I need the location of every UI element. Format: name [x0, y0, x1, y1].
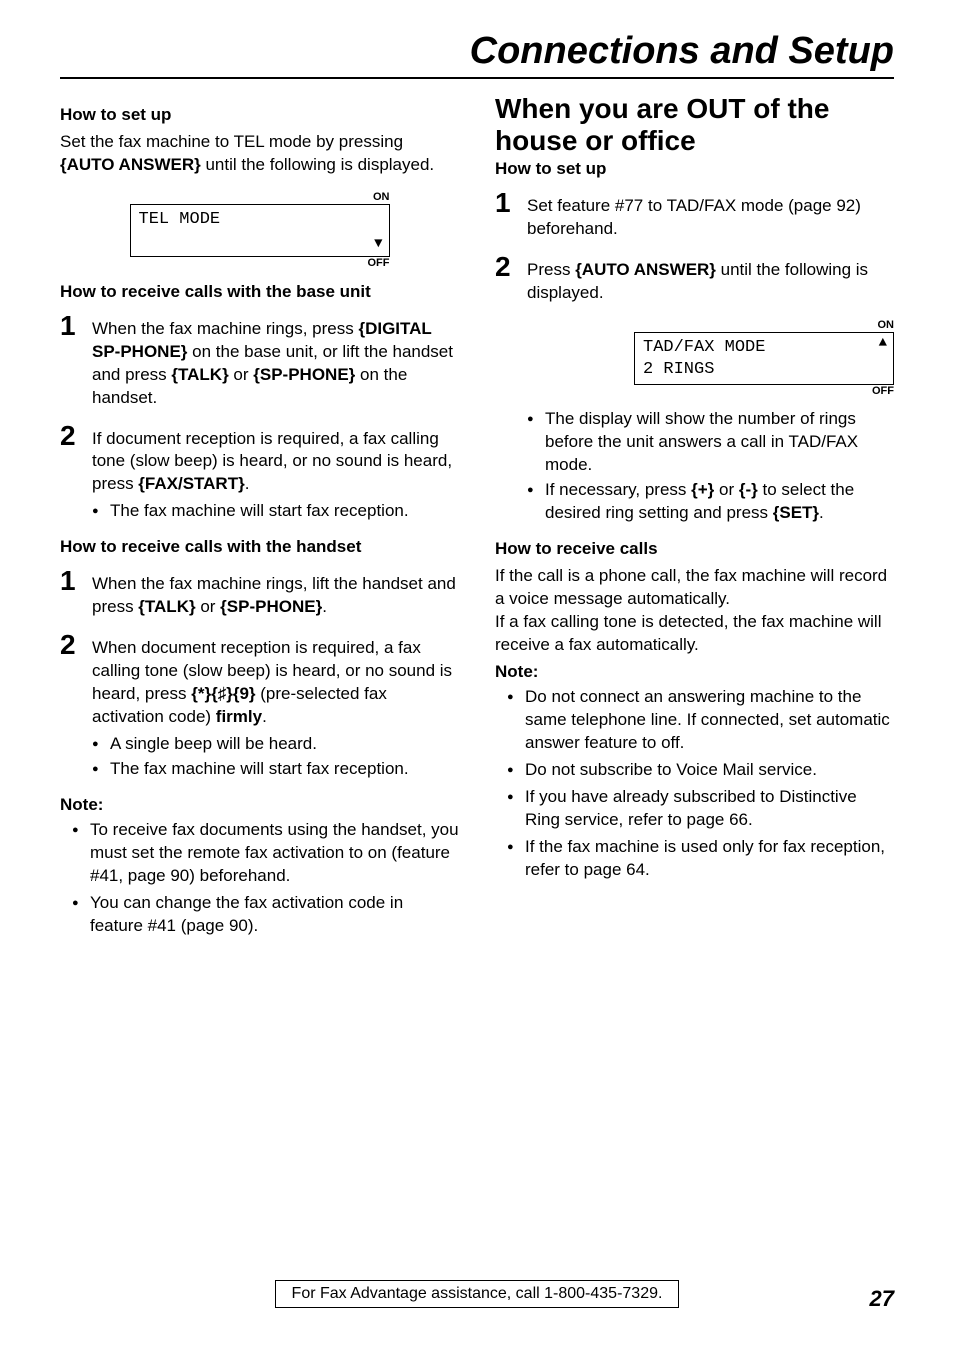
note-label: Note:	[495, 662, 894, 682]
bullet-item: The fax machine will start fax reception…	[92, 500, 459, 523]
step-content: When the fax machine rings, press {DIGIT…	[92, 312, 459, 410]
step-content: When document reception is required, a f…	[92, 631, 459, 783]
right-notes: Do not connect an answering machine to t…	[495, 686, 894, 882]
heading-receive-handset: How to receive calls with the handset	[60, 537, 459, 557]
note-label: Note:	[60, 795, 459, 815]
lcd-display-tadfax: ON TAD/FAX MODE ▲ 2 RINGS OFF	[634, 319, 894, 398]
section-title: When you are OUT of the house or office	[495, 93, 894, 157]
label-on: ON	[634, 319, 894, 332]
lcd-line2: 2 RINGS	[643, 360, 714, 379]
step-number: 2	[60, 422, 92, 450]
step-number: 1	[495, 189, 527, 217]
step-number: 2	[495, 253, 527, 281]
note-item: Do not subscribe to Voice Mail service.	[507, 759, 894, 782]
setup-text-left: Set the fax machine to TEL mode by press…	[60, 131, 459, 177]
label-off: OFF	[130, 257, 390, 270]
heading-how-to-set-up-right: How to set up	[495, 159, 894, 179]
step-content: Press {AUTO ANSWER} until the following …	[527, 253, 894, 526]
page-number: 27	[870, 1286, 894, 1312]
left-notes: To receive fax documents using the hands…	[60, 819, 459, 938]
receive-calls-text: If the call is a phone call, the fax mac…	[495, 565, 894, 657]
base-steps: 1 When the fax machine rings, press {DIG…	[60, 312, 459, 526]
heading-receive-base: How to receive calls with the base unit	[60, 282, 459, 302]
step-content: When the fax machine rings, lift the han…	[92, 567, 459, 619]
lcd-screen: TEL MODE ▼	[130, 204, 390, 257]
lcd-screen: TAD/FAX MODE ▲ 2 RINGS	[634, 332, 894, 385]
lcd-line1: TAD/FAX MODE	[643, 338, 765, 357]
lcd-display-tel: ON TEL MODE ▼ OFF	[130, 191, 390, 270]
step-number: 1	[60, 567, 92, 595]
handset-steps: 1 When the fax machine rings, lift the h…	[60, 567, 459, 783]
lcd-line1: TEL MODE	[139, 210, 221, 229]
footer: For Fax Advantage assistance, call 1-800…	[0, 1280, 954, 1308]
main-title: Connections and Setup	[60, 30, 894, 79]
footer-text: For Fax Advantage assistance, call 1-800…	[275, 1280, 680, 1308]
step-number: 2	[60, 631, 92, 659]
note-item: To receive fax documents using the hands…	[72, 819, 459, 888]
heading-receive-calls: How to receive calls	[495, 539, 894, 559]
step-number: 1	[60, 312, 92, 340]
label-on: ON	[130, 191, 390, 204]
bullet-item: The display will show the number of ring…	[527, 408, 894, 477]
note-item: You can change the fax activation code i…	[72, 892, 459, 938]
note-item: If you have already subscribed to Distin…	[507, 786, 894, 832]
heading-how-to-set-up-left: How to set up	[60, 105, 459, 125]
right-column: When you are OUT of the house or office …	[495, 93, 894, 947]
bullet-item: If necessary, press {+} or {-} to select…	[527, 479, 894, 525]
note-item: If the fax machine is used only for fax …	[507, 836, 894, 882]
arrow-up-icon: ▲	[879, 335, 887, 353]
arrow-down-icon: ▼	[374, 236, 382, 254]
left-column: How to set up Set the fax machine to TEL…	[60, 93, 459, 947]
step-content: If document reception is required, a fax…	[92, 422, 459, 526]
step-content: Set feature #77 to TAD/FAX mode (page 92…	[527, 189, 894, 241]
bullet-item: The fax machine will start fax reception…	[92, 758, 459, 781]
bullet-item: A single beep will be heard.	[92, 733, 459, 756]
note-item: Do not connect an answering machine to t…	[507, 686, 894, 755]
label-off: OFF	[634, 385, 894, 398]
right-steps: 1 Set feature #77 to TAD/FAX mode (page …	[495, 189, 894, 526]
